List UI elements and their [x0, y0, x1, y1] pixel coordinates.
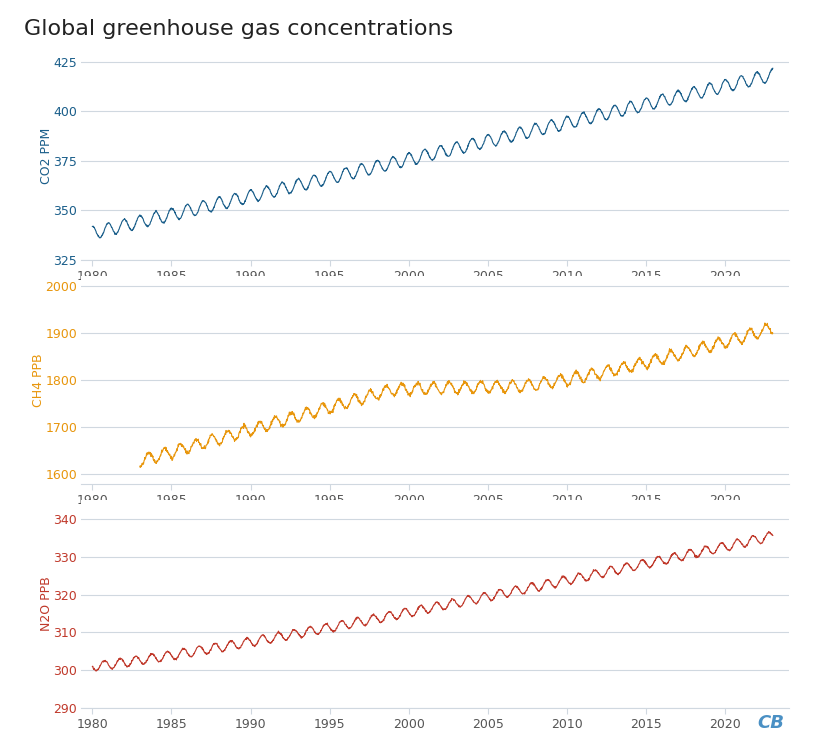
Y-axis label: CO2 PPM: CO2 PPM: [40, 127, 53, 184]
Y-axis label: CH4 PPB: CH4 PPB: [32, 353, 45, 407]
Y-axis label: N2O PPB: N2O PPB: [40, 577, 53, 632]
Text: Global greenhouse gas concentrations: Global greenhouse gas concentrations: [24, 19, 454, 39]
Text: CB: CB: [758, 714, 785, 732]
